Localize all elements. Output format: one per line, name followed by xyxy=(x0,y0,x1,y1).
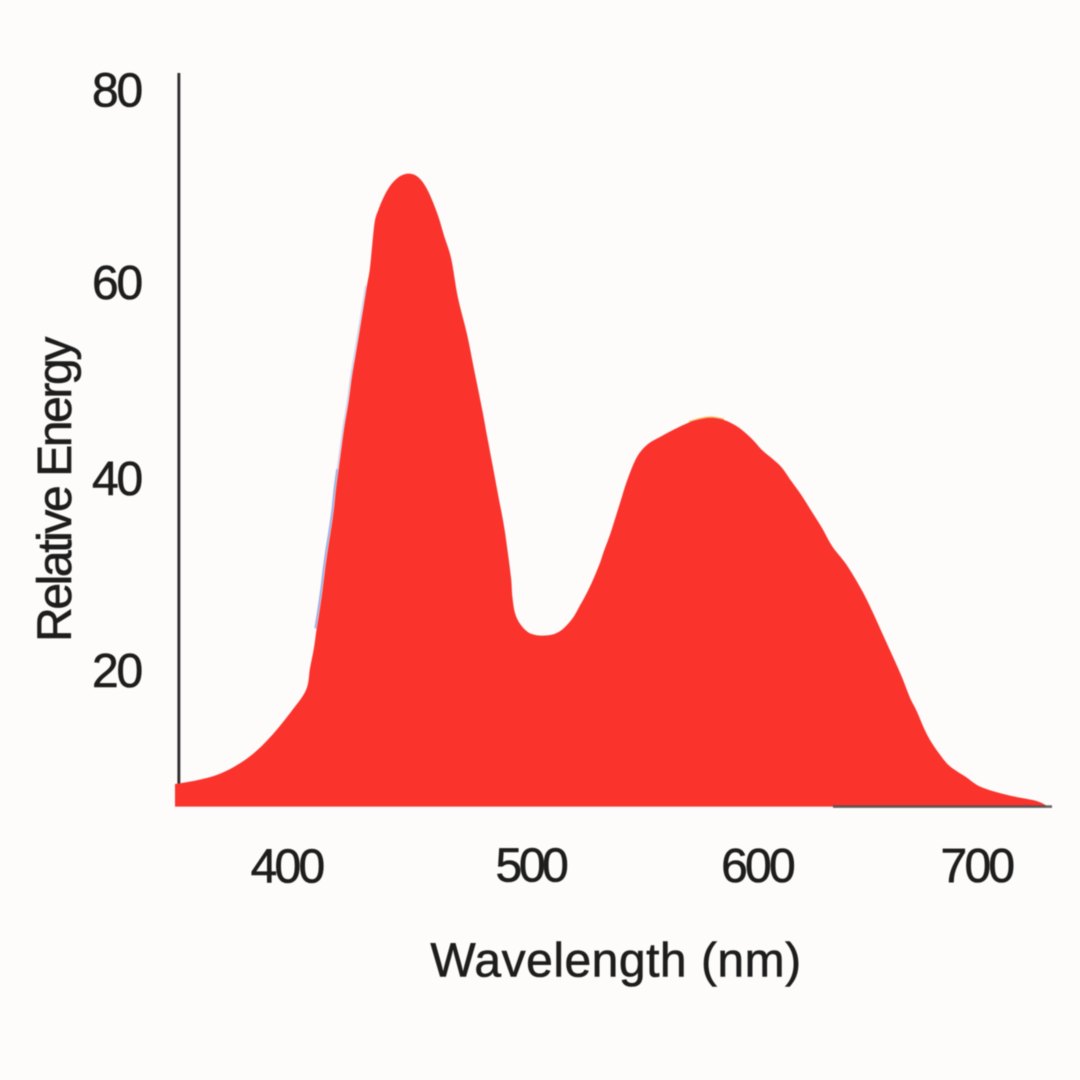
svg-text:Relative Energy: Relative Energy xyxy=(29,337,82,642)
svg-text:Wavelength (nm): Wavelength (nm) xyxy=(430,935,801,988)
svg-text:500: 500 xyxy=(496,840,568,893)
svg-text:60: 60 xyxy=(92,257,141,310)
svg-text:20: 20 xyxy=(92,645,141,698)
svg-text:700: 700 xyxy=(941,840,1014,893)
svg-text:40: 40 xyxy=(92,453,141,506)
svg-text:600: 600 xyxy=(721,840,794,893)
svg-text:80: 80 xyxy=(92,65,141,118)
svg-text:400: 400 xyxy=(251,840,324,893)
